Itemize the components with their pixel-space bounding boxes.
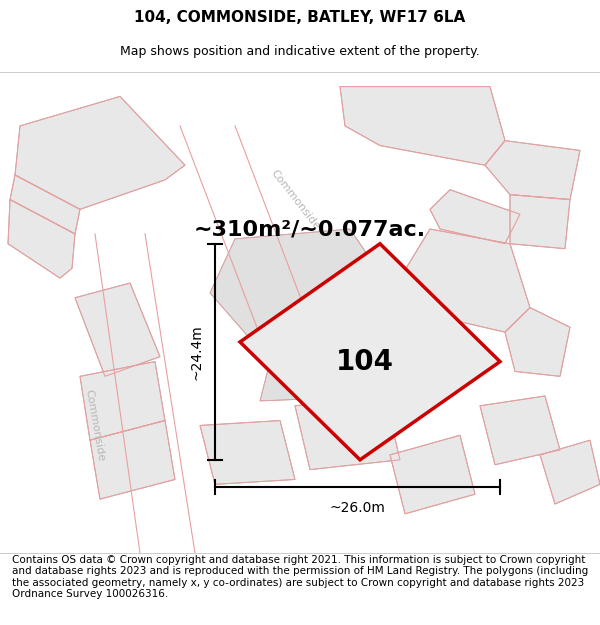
Polygon shape	[200, 421, 295, 484]
Text: Contains OS data © Crown copyright and database right 2021. This information is : Contains OS data © Crown copyright and d…	[12, 554, 588, 599]
Text: 104: 104	[336, 348, 394, 376]
Text: Map shows position and indicative extent of the property.: Map shows position and indicative extent…	[120, 45, 480, 58]
Polygon shape	[510, 194, 570, 249]
Text: Commonside: Commonside	[269, 168, 322, 231]
Polygon shape	[240, 244, 500, 460]
Polygon shape	[485, 141, 580, 199]
Polygon shape	[540, 440, 600, 504]
Polygon shape	[15, 96, 185, 209]
Polygon shape	[260, 357, 395, 401]
Polygon shape	[480, 396, 560, 465]
Polygon shape	[390, 435, 475, 514]
Polygon shape	[400, 229, 530, 332]
Polygon shape	[340, 87, 505, 165]
Text: 104, COMMONSIDE, BATLEY, WF17 6LA: 104, COMMONSIDE, BATLEY, WF17 6LA	[134, 11, 466, 26]
Polygon shape	[90, 421, 175, 499]
Text: ~26.0m: ~26.0m	[329, 501, 385, 515]
Text: ~310m²/~0.077ac.: ~310m²/~0.077ac.	[194, 219, 426, 239]
Text: ~24.4m: ~24.4m	[189, 324, 203, 379]
Polygon shape	[80, 362, 165, 440]
Polygon shape	[295, 396, 400, 469]
Polygon shape	[75, 283, 160, 376]
Polygon shape	[430, 190, 520, 244]
Polygon shape	[8, 199, 75, 278]
Polygon shape	[10, 175, 80, 234]
Polygon shape	[210, 229, 410, 362]
Text: Commonside: Commonside	[84, 389, 106, 462]
Polygon shape	[505, 308, 570, 376]
